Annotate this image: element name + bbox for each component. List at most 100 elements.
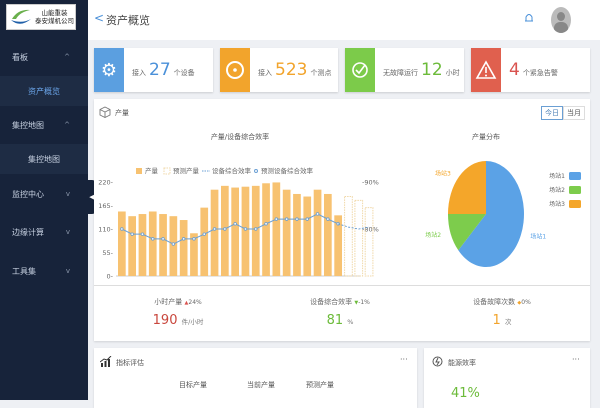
nav-label: 集控地图 (12, 120, 44, 130)
point-efficiency (315, 212, 320, 216)
logo: 山能重装 泰安煤机公司 (6, 4, 76, 30)
toggle-month[interactable]: 当月 (563, 106, 585, 120)
kpi-label: 设备故障次数 (473, 298, 516, 306)
bar-production (293, 193, 301, 276)
point-efficiency (120, 227, 124, 231)
bar-production (231, 187, 239, 276)
point-efficiency (326, 217, 330, 221)
trend-flat-icon: ◆ (517, 300, 522, 306)
period-toggle: 今日 当月 (541, 106, 585, 120)
point-efficiency (243, 227, 248, 231)
point-efficiency (264, 222, 268, 226)
kpi-unit: % (347, 318, 354, 326)
bar-production (179, 220, 188, 276)
bar-production (138, 214, 147, 276)
nav-label: 监控中心 (12, 189, 44, 199)
sidebar-item-control-map-sub[interactable]: 集控地图 (0, 144, 88, 174)
nav-label: 集控地图 (28, 154, 60, 164)
card-suffix: 小时 (445, 69, 460, 77)
bar-forecast-production (354, 199, 364, 277)
toggle-today[interactable]: 今日 (541, 106, 563, 120)
sidebar-item-control-map[interactable]: 集控地图 ^ (0, 110, 88, 140)
bar-production (334, 215, 342, 276)
point-efficiency (284, 217, 289, 221)
bar-forecast-production (344, 196, 353, 277)
kpi-value: 1 (492, 313, 501, 328)
energy-icon (432, 356, 443, 367)
point-efficiency (192, 237, 196, 241)
header: < 资产概览 (88, 0, 600, 40)
point-efficiency (295, 217, 299, 221)
bar-production (251, 185, 260, 276)
card-prefix: 无故障运行 (383, 69, 418, 77)
bar-production (200, 207, 209, 276)
avatar[interactable] (551, 7, 571, 33)
bar-production (169, 216, 178, 276)
stat-card-points: 接入 523 个测点 (220, 48, 338, 92)
y-tick-label: 55- (102, 249, 113, 257)
nav-label: 工具集 (12, 266, 36, 276)
bar-production (282, 189, 291, 276)
kpi-unit: 件/小时 (181, 318, 204, 326)
energy-value: 41% (451, 386, 480, 401)
card-value: 12 (421, 60, 443, 80)
point-efficiency (274, 217, 279, 221)
card-value: 523 (275, 60, 308, 80)
chart-title: 产量分布 (472, 132, 500, 141)
bar-production (159, 214, 167, 276)
kpi-change: -1% (358, 299, 370, 306)
energy-panel: 能源效率 ··· 41% (424, 348, 590, 408)
trend-up-icon: ▲ (184, 300, 189, 306)
legend-swatch-production (136, 168, 142, 174)
kpi-change: 24% (188, 299, 202, 306)
more-button[interactable]: ··· (572, 355, 580, 364)
y2-tick-label: -90% (362, 179, 379, 187)
bar-production (148, 211, 157, 276)
point-efficiency (181, 237, 186, 241)
sidebar-item-dashboard[interactable]: 看板 ^ (0, 42, 88, 72)
card-prefix: 接入 (258, 69, 272, 77)
sidebar-item-monitor[interactable]: 监控中心 v (0, 179, 88, 209)
card-value: 27 (149, 60, 171, 80)
column-target: 目标产量 (179, 381, 207, 389)
chevron-down-icon: v (65, 228, 70, 236)
sidebar-item-asset-overview[interactable]: 资产概览 (0, 76, 88, 106)
legend-label: 预测产量 (173, 166, 200, 175)
y-tick-label: 165- (98, 202, 113, 210)
point-efficiency (233, 222, 237, 226)
pie-slice (448, 214, 486, 251)
chevron-down-icon: v (65, 267, 70, 275)
pie-label: 场站2 (425, 231, 441, 239)
production-efficiency-chart: 产量/设备综合效率 0- 55- 110- 165- 220- -80% -90% 产量 预测产量… (98, 132, 379, 281)
legend-swatch-forecast (163, 167, 171, 175)
sidebar-item-edge[interactable]: 边缘计算 v (0, 217, 88, 247)
card-suffix: 个设备 (173, 69, 195, 77)
point-efficiency (161, 237, 165, 241)
bar-production (313, 189, 322, 276)
line-efficiency (121, 213, 339, 245)
legend-label: 场站3 (549, 200, 565, 208)
bell-icon[interactable] (525, 13, 533, 23)
bar-production (241, 186, 250, 276)
bar-production (324, 193, 332, 276)
y-tick-label: 0- (107, 273, 114, 281)
point-efficiency (151, 237, 155, 241)
card-suffix: 个紧急告警 (522, 69, 558, 77)
back-button[interactable]: < (94, 11, 105, 25)
stat-card-uptime: 无故障运行 12 小时 (345, 48, 464, 92)
chevron-up-icon: ^ (64, 121, 70, 129)
sidebar-item-tools[interactable]: 工具集 v (0, 256, 88, 286)
legend-swatch (569, 172, 581, 180)
chart-title: 产量/设备综合效率 (211, 132, 269, 141)
point-efficiency (171, 242, 176, 246)
clock-check-icon (345, 48, 375, 92)
point-efficiency (202, 232, 206, 236)
collapse-sidebar-button[interactable]: ◀ (88, 180, 96, 214)
kpi-change: 0% (521, 299, 531, 306)
more-button[interactable]: ··· (400, 355, 408, 364)
target-icon (220, 48, 250, 92)
point-efficiency (140, 232, 145, 236)
y-tick-label: 220- (98, 179, 113, 187)
legend-swatch (569, 200, 581, 208)
